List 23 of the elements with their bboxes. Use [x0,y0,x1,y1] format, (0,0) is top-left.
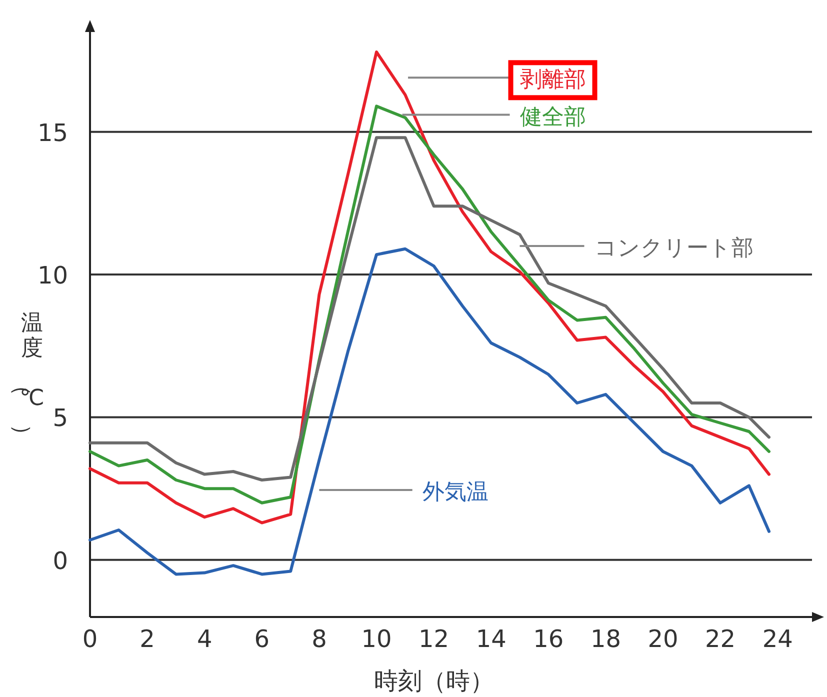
x-tick-label: 2 [140,625,155,653]
series-label: コンクリート部 [594,236,754,262]
line-series [88,50,770,524]
x-tick-label: 18 [590,625,621,653]
y-tick-label: 5 [52,404,68,432]
x-tick-label: 20 [648,625,678,653]
text: 外気温 [422,480,488,506]
x-tick-label: 0 [82,625,98,653]
y-tick-label: 10 [37,262,68,290]
x-tick-label: 24 [762,625,793,653]
x-tick-label: 4 [196,625,212,653]
y-tick-label: 0 [52,546,68,575]
x-tick-label: 8 [312,625,327,653]
x-tick-label: 16 [533,625,564,653]
x-tick-label: 6 [254,625,270,653]
text: 健全部 [520,104,586,130]
y-tick-label: 15 [37,118,68,147]
text: 剥離部 [520,68,586,93]
x-tick-label: 14 [476,625,506,653]
x-axis-title: 時刻（時） [374,667,494,695]
x-tick-label: 10 [361,625,392,653]
x-tick-label: 22 [705,625,736,653]
x-tick-label: 12 [418,625,450,653]
